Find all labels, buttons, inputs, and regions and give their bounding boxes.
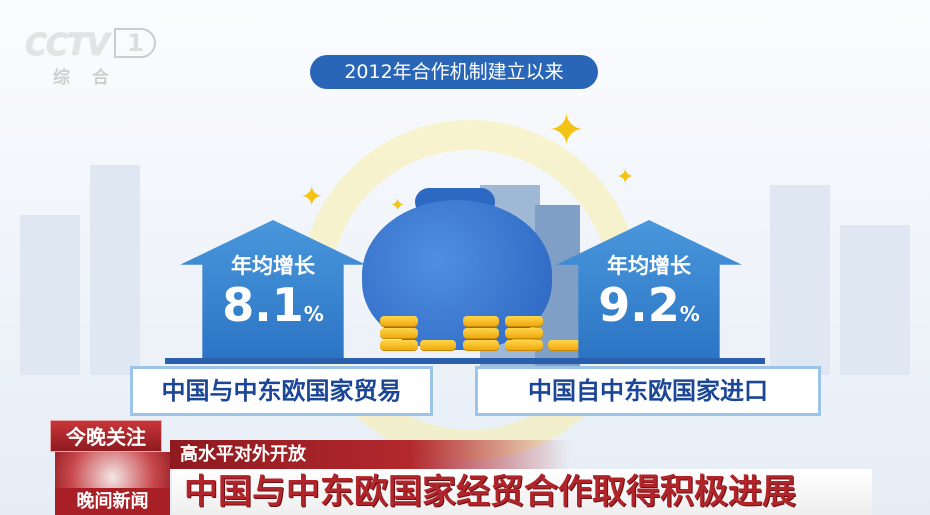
coin-stack: [380, 340, 418, 350]
coin-stack: [420, 340, 456, 350]
infographic-title: 2012年合作机制建立以来: [310, 55, 598, 89]
background-building: [20, 215, 80, 375]
coin-stack: [463, 340, 499, 350]
cctv1-logo: CCTV 1 综合: [25, 28, 157, 88]
sparkle-icon: ✦: [390, 195, 406, 216]
sparkle-icon: ✦: [548, 105, 585, 156]
sparkle-icon: ✦: [616, 165, 635, 190]
background-building: [770, 185, 830, 375]
baseline: [165, 358, 765, 364]
coin-stack: [505, 316, 543, 326]
coin-stack: [380, 328, 418, 338]
label-imports: 中国自中东欧国家进口: [475, 366, 821, 416]
banner-subtitle: 高水平对外开放: [170, 440, 570, 469]
sparkle-icon: ✦: [300, 180, 324, 213]
coin-stack: [505, 340, 543, 350]
background-building: [840, 225, 910, 375]
coin-stack: [505, 328, 543, 338]
coin-stack: [380, 316, 418, 326]
banner-headline: 中国与中东欧国家经贸合作取得积极进展: [172, 469, 872, 515]
tonight-focus-tag: 今晚关注: [50, 420, 162, 452]
coin-stack: [548, 340, 582, 350]
background-building: [90, 165, 140, 375]
coin-stack: [463, 316, 499, 326]
coin-stack: [463, 328, 499, 338]
growth-arrow-left: 年均增长 8.1%: [180, 220, 366, 360]
label-trade: 中国与中东欧国家贸易: [130, 366, 433, 416]
program-name: 晚间新闻: [55, 488, 170, 515]
